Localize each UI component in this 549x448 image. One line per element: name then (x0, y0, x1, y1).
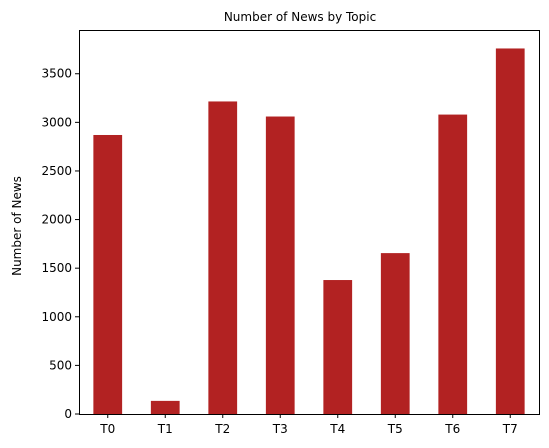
x-axis: T0 T1 T2 T3 T4 T5 T6 T7 (99, 414, 518, 436)
x-tick-label: T2 (214, 422, 230, 436)
y-tick-label: 2000 (41, 213, 72, 227)
y-tick-label: 3000 (41, 115, 72, 129)
bar-t5 (380, 253, 410, 414)
x-tick-label: T0 (99, 422, 115, 436)
x-tick-label: T1 (157, 422, 173, 436)
y-axis-label: Number of News (10, 176, 24, 276)
x-tick-label: T6 (444, 422, 460, 436)
x-tick-label: T3 (272, 422, 288, 436)
bars-group (93, 48, 525, 415)
bar-t6 (438, 114, 468, 415)
y-tick-label: 500 (49, 358, 72, 372)
y-tick-label: 3500 (41, 67, 72, 81)
y-tick-label: 0 (64, 407, 72, 421)
y-axis: 0 500 1000 1500 2000 2500 3000 3500 (41, 67, 79, 421)
x-tick-label: T5 (387, 422, 403, 436)
bar-t3 (265, 116, 295, 415)
y-tick-label: 1000 (41, 310, 72, 324)
plot-frame (79, 30, 540, 415)
bar-t1 (150, 400, 180, 414)
bar-t0 (93, 134, 123, 414)
x-tick-label: T7 (502, 422, 518, 436)
bar-t7 (495, 48, 525, 414)
y-tick-label: 2500 (41, 164, 72, 178)
bar-t2 (208, 101, 238, 415)
chart-title: Number of News by Topic (224, 10, 376, 24)
y-tick-label: 1500 (41, 261, 72, 275)
x-tick-label: T4 (329, 422, 345, 436)
bar-t4 (323, 280, 353, 414)
